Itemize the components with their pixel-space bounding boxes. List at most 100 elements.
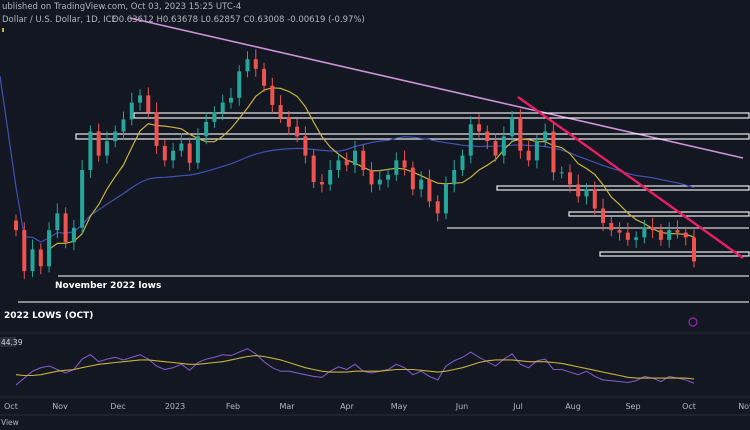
- x-tick-label: Oct: [682, 402, 696, 411]
- candle-body: [212, 112, 217, 122]
- candle-body: [286, 117, 291, 127]
- x-tick-label: 2023: [165, 402, 185, 411]
- candle-body: [14, 220, 18, 231]
- candle-body: [113, 131, 118, 142]
- support-resistance-levels[interactable]: [18, 112, 750, 303]
- candle-body: [30, 249, 35, 272]
- x-tick-label: Jun: [455, 402, 469, 411]
- candle-body: [361, 150, 366, 170]
- x-tick-label: May: [391, 402, 408, 411]
- candle-body: [683, 232, 688, 238]
- long-term-trendline[interactable]: [129, 17, 744, 159]
- candle-body: [518, 117, 523, 151]
- candle-body: [692, 237, 696, 262]
- candle-body: [129, 102, 134, 120]
- candle-body: [336, 160, 341, 170]
- ma-slow-line: [0, 76, 695, 243]
- x-axis-ticks: Oct Nov Dec 2023 Feb Mar Apr May Jun Jul Aug Sep Oct…: [4, 402, 750, 411]
- candle-body: [551, 131, 556, 173]
- candle-body: [138, 95, 143, 103]
- candle-body: [617, 230, 622, 233]
- candle-body: [237, 71, 242, 98]
- candle-body: [394, 160, 399, 175]
- candle-body: [303, 136, 308, 156]
- candle-body: [402, 160, 407, 168]
- x-tick-label: Aug: [565, 402, 581, 411]
- candle-body: [584, 189, 589, 197]
- candle-body: [601, 208, 606, 223]
- candle-body: [576, 184, 581, 197]
- ma-legend-marker: [2, 28, 4, 32]
- candle-body: [55, 213, 60, 231]
- x-tick-label: Dec: [110, 402, 125, 411]
- candle-body: [171, 150, 176, 161]
- candle-body: [204, 121, 209, 137]
- annotation-2022-lows: 2022 LOWS (OCT): [4, 311, 93, 321]
- candle-body: [452, 170, 457, 185]
- level-box-4: [568, 211, 750, 217]
- candle-body: [477, 124, 482, 132]
- candle-body: [344, 160, 349, 166]
- rsi-value-text: 44.39: [1, 338, 23, 347]
- candle-body: [228, 97, 233, 103]
- symbol-line: Dollar / U.S. Dollar, 1D, ICE: [2, 15, 117, 25]
- candle-body: [501, 136, 506, 156]
- candle-body: [642, 227, 647, 238]
- candle-body: [195, 136, 200, 163]
- candle-body: [650, 227, 655, 231]
- candle-body: [534, 141, 539, 161]
- candle-body: [245, 59, 250, 72]
- event-marker-icon[interactable]: [688, 317, 698, 327]
- rsi-value-badge: [0, 337, 16, 347]
- candle-body: [88, 131, 93, 170]
- candle-body: [592, 189, 597, 209]
- x-tick-label: Mar: [279, 402, 295, 411]
- candle-body: [443, 184, 448, 214]
- x-tick-label: Nov: [738, 402, 750, 411]
- candle-body: [559, 172, 564, 174]
- candle-body: [96, 131, 101, 156]
- candle-body: [278, 105, 283, 118]
- annotation-nov-lows: November 2022 lows: [55, 281, 161, 291]
- short-term-trendline[interactable]: [517, 96, 744, 259]
- rsi-line: [15, 348, 695, 386]
- level-box-2: [75, 133, 750, 140]
- candle-body: [609, 222, 614, 231]
- level-box-3: [496, 185, 750, 191]
- candle-body: [187, 143, 192, 163]
- candle-body: [311, 155, 316, 183]
- candle-body: [47, 230, 52, 267]
- candle-body: [493, 141, 498, 156]
- candle-body: [567, 172, 572, 185]
- candle-body: [526, 150, 531, 161]
- candle-body: [154, 112, 159, 146]
- rsi-signal-line: [15, 355, 695, 380]
- x-tick-label: Apr: [340, 402, 355, 411]
- candle-body: [319, 182, 324, 185]
- ohlc-line: O0.63612 H0.63678 L0.62857 C0.63008 -0.0…: [112, 15, 365, 25]
- candle-body: [179, 143, 184, 151]
- x-tick-label: Jul: [512, 402, 523, 411]
- candle-body: [667, 230, 672, 240]
- candle-body: [435, 201, 440, 214]
- candle-body: [386, 174, 391, 180]
- candle-body: [658, 230, 663, 240]
- candles-group: [14, 49, 696, 280]
- x-tick-label: Feb: [226, 402, 240, 411]
- candle-body: [328, 170, 333, 185]
- candle-body: [410, 167, 415, 190]
- candle-body: [675, 230, 680, 233]
- candle-body: [121, 119, 126, 132]
- publisher-line: ublished on TradingView.com, Oct 03, 202…: [2, 2, 241, 12]
- candle-body: [510, 117, 515, 137]
- candle-body: [634, 237, 639, 240]
- level-box-1: [133, 112, 750, 119]
- candle-body: [71, 227, 76, 243]
- candle-body: [377, 179, 382, 185]
- candle-body: [38, 249, 43, 267]
- candle-body: [22, 230, 27, 272]
- candle-body: [253, 59, 258, 69]
- candle-body: [369, 170, 374, 185]
- candle-body: [468, 124, 473, 156]
